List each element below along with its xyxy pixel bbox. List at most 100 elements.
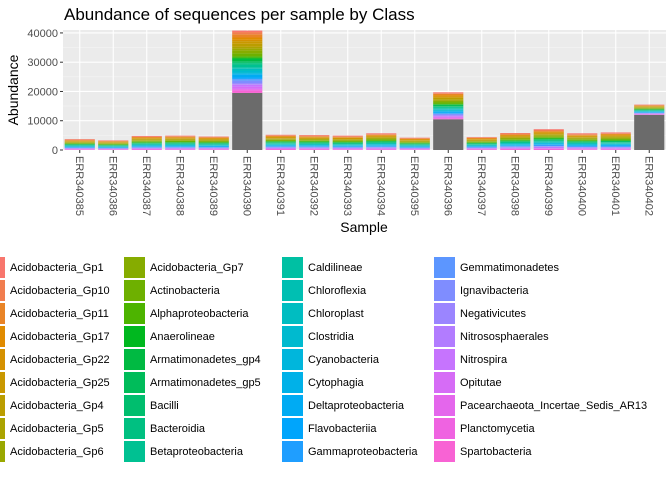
legend-key — [282, 326, 303, 347]
legend-item: Armatimonadetes_gp4 — [124, 348, 261, 371]
bar-segment-Actinobacteria — [165, 140, 196, 142]
bar-segment-Acidobacteria_Gp22 — [299, 137, 330, 138]
legend-item: Anaerolineae — [124, 325, 215, 348]
legend-key — [282, 280, 303, 301]
legend-item: Alphaproteobacteria — [124, 302, 248, 325]
bar-segment-Bacilli — [366, 141, 397, 143]
bar-segment-Anaerolineae — [232, 57, 263, 59]
bar-segment-Nitrospira — [232, 84, 263, 87]
legend-item: Nitrospira — [434, 348, 507, 371]
legend-key — [282, 372, 303, 393]
bar-segment-Actinobacteria — [198, 141, 229, 143]
legend-label: Acidobacteria_Gp11 — [10, 307, 109, 320]
bar-segment-Chloroflexia — [299, 143, 330, 145]
x-tick-label: ERR340388 — [173, 156, 185, 216]
legend-item: Negativicutes — [434, 302, 526, 325]
bar-segment-Armatimonadetes_gp4 — [433, 104, 464, 106]
bar-segment-Planctomycetia — [232, 89, 263, 91]
x-tick-label: ERR340389 — [207, 156, 219, 216]
bar-segment-Planctomycetia — [567, 149, 598, 150]
legend-label: Clostridia — [308, 330, 354, 343]
bar-segment-Bacilli — [567, 141, 598, 143]
legend-item: Pacearchaeota_Incertae_Sedis_AR13 — [434, 394, 647, 417]
bar-segment-Acidobacteria_Gp22 — [567, 135, 598, 137]
bar-segment-Nitrososphaerales — [567, 147, 598, 149]
bar-segment-Acidobacteria_Gp17 — [567, 135, 598, 136]
legend-key — [282, 349, 303, 370]
bar-ERR340387 — [131, 135, 162, 150]
bar-segment-Gemmatimonadetes — [232, 79, 263, 81]
legend-key — [124, 280, 145, 301]
bar-segment-Armatimonadetes_gp5 — [600, 141, 631, 142]
bar-segment-Alphaproteobacteria — [366, 140, 397, 141]
bar-segment-Chloroplast — [533, 142, 564, 143]
legend-item: Betaproteobacteria — [124, 440, 243, 463]
bar-segment-Acidobacteria_Gp17 — [600, 134, 631, 136]
legend-key — [0, 418, 5, 439]
legend-item: Opitutae — [434, 371, 502, 394]
legend-label: Negativicutes — [460, 307, 527, 320]
x-tick-label: ERR340395 — [408, 156, 420, 216]
bar-segment-Nitrososphaerales — [533, 146, 564, 148]
legend-item: Spartobacteria — [434, 440, 532, 463]
legend-label: Nitrospira — [460, 353, 508, 366]
chart-title: Abundance of sequences per sample by Cla… — [64, 5, 415, 24]
bar-ERR340390 — [232, 30, 263, 150]
bar-segment-Acidobacteria_Gp1 — [433, 92, 464, 94]
legend-label: Gemmatimonadetes — [460, 261, 560, 274]
legend-label: Deltaproteobacteria — [308, 399, 405, 412]
bar-segment-Acidobacteria_Gp5 — [567, 137, 598, 139]
bar-segment-Alphaproteobacteria — [399, 142, 430, 144]
bar-segment-Spartobacteria — [232, 90, 263, 93]
x-tick-label: ERR340390 — [240, 156, 252, 216]
bar-segment-Negativicutes — [433, 115, 464, 116]
bar-segment-Acidobacteria_Gp4 — [600, 136, 631, 137]
legend-item: Planctomycetia — [434, 417, 535, 440]
bar-segment-Gemmatimonadetes — [533, 145, 564, 147]
bar-segment-Acidobacteria_Gp5 — [131, 139, 162, 141]
bar-segment-Acidobacteria_Gp25 — [64, 141, 95, 142]
bar-segment-Acidobacteria_Gp5 — [366, 137, 397, 139]
bar-segment-Actinobacteria — [433, 102, 464, 104]
bar-segment-Gemmatimonadetes — [500, 146, 531, 147]
bar-segment-Acidobacteria_Gp17 — [165, 137, 196, 138]
legend-key — [282, 395, 303, 416]
bar-ERR340399 — [533, 129, 564, 150]
bar-segment-Flavobacteriia — [433, 112, 464, 114]
bar-segment-Caldilineae — [366, 143, 397, 144]
legend-item: Acidobacteria_Gp10 — [0, 279, 110, 302]
bars — [64, 30, 665, 150]
bar-segment-Opitutae — [433, 116, 464, 118]
legend-key — [282, 303, 303, 324]
x-axis-title: Sample — [340, 219, 388, 235]
bar-segment-Acidobacteria_Gp11 — [433, 93, 464, 96]
bar-segment-Acidobacteria_Gp1 — [232, 30, 263, 33]
legend-key — [0, 372, 5, 393]
legend-label: Bacteroidia — [150, 422, 206, 435]
legend-item: Gemmatimonadetes — [434, 256, 559, 279]
bar-segment-unclassified — [232, 92, 263, 150]
x-tick-label: ERR340402 — [642, 156, 654, 216]
legend-label: Acidobacteria_Gp17 — [10, 330, 110, 343]
x-tick-label: ERR340391 — [274, 156, 286, 216]
bar-segment-Acidobacteria_Gp6 — [567, 138, 598, 140]
bar-segment-Acidobacteria_Gp7 — [500, 138, 531, 140]
bar-segment-Pacearchaeota_Incertae_Sedis_AR13 — [232, 88, 263, 90]
legend-label: Actinobacteria — [150, 284, 220, 297]
bar-segment-Cytophagia — [299, 145, 330, 146]
bar-segment-Acidobacteria_Gp10 — [366, 134, 397, 135]
bar-segment-Pacearchaeota_Incertae_Sedis_AR13 — [600, 148, 631, 150]
bar-segment-Pacearchaeota_Incertae_Sedis_AR13 — [366, 148, 397, 150]
legend-label: Anaerolineae — [150, 330, 215, 343]
bar-segment-Chloroplast — [232, 68, 263, 71]
bar-segment-Betaproteobacteria — [232, 64, 263, 68]
bar-segment-Acidobacteria_Gp5 — [634, 107, 665, 108]
bar-segment-Alphaproteobacteria — [232, 56, 263, 58]
legend-key — [0, 303, 5, 324]
bar-segment-Acidobacteria_Gp1 — [165, 135, 196, 137]
bar-segment-Cytophagia — [232, 73, 263, 75]
bar-segment-Acidobacteria_Gp1 — [533, 129, 564, 130]
bar-segment-Acidobacteria_Gp6 — [433, 100, 464, 102]
bar-segment-Gammaproteobacteria — [131, 146, 162, 148]
bar-segment-Anaerolineae — [299, 141, 330, 143]
